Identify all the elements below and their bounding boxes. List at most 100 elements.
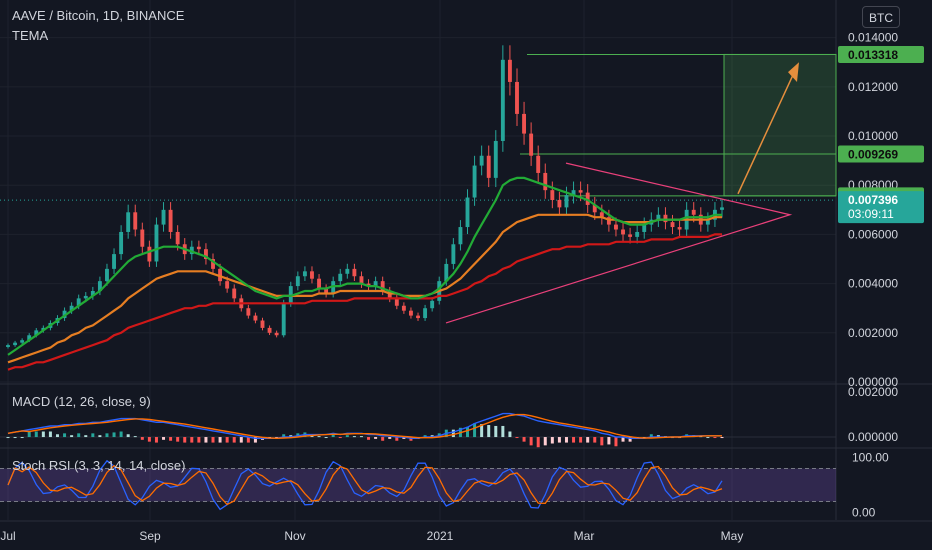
macd-histogram-bar bbox=[536, 437, 540, 448]
macd-histogram-bar bbox=[232, 437, 236, 443]
candle-body bbox=[6, 345, 10, 347]
price-label-3: 0.007396 bbox=[848, 193, 898, 207]
macd-histogram-bar bbox=[13, 437, 17, 439]
macd-histogram-bar bbox=[204, 437, 208, 443]
candle-body bbox=[13, 342, 18, 346]
annotations-front bbox=[445, 62, 799, 324]
price-tick-label: 0.010000 bbox=[848, 129, 898, 143]
candle-body bbox=[507, 59, 512, 82]
macd-histogram-bar bbox=[98, 435, 102, 438]
macd-histogram-bar bbox=[522, 437, 526, 442]
candle-body bbox=[493, 140, 498, 178]
macd-histogram-bar bbox=[126, 434, 130, 438]
price-label-bg bbox=[838, 45, 924, 63]
candle-body bbox=[232, 288, 237, 299]
currency-button[interactable]: BTC bbox=[862, 6, 900, 28]
time-axis[interactable]: Jul Sep Nov 2021 Mar May bbox=[0, 520, 932, 543]
macd-histogram-bar bbox=[600, 437, 604, 446]
candle-body bbox=[642, 224, 647, 232]
macd-tick-label: 0.002000 bbox=[848, 385, 898, 399]
candle-body bbox=[317, 278, 321, 289]
candle-body bbox=[465, 197, 470, 228]
macd-histogram-bar bbox=[593, 437, 597, 443]
candle-body bbox=[218, 268, 223, 282]
candle-body bbox=[670, 222, 675, 228]
candle-body bbox=[302, 271, 307, 277]
candle-body bbox=[267, 327, 272, 333]
candle-body bbox=[380, 281, 385, 291]
macd-histogram-bar bbox=[63, 433, 67, 438]
candle-body bbox=[133, 212, 138, 230]
countdown-label: 03:09:11 bbox=[848, 207, 894, 221]
macd-histogram-bar bbox=[338, 437, 342, 439]
candle-body bbox=[691, 209, 696, 215]
macd-histogram-bar bbox=[543, 437, 547, 446]
macd-histogram-bar bbox=[395, 437, 399, 441]
price-axis[interactable]: 0.0140000.0120000.0100000.0080000.006000… bbox=[838, 31, 924, 520]
candle-body bbox=[500, 59, 505, 141]
time-tick-label: Mar bbox=[574, 529, 595, 543]
macd-histogram-bar bbox=[706, 437, 710, 439]
macd-histogram-bar bbox=[494, 425, 498, 438]
candle-body bbox=[140, 229, 145, 247]
stoch-title: Stoch RSI (3, 3, 14, 14, close) bbox=[12, 458, 185, 473]
macd-histogram-bar bbox=[133, 436, 137, 438]
candle-body bbox=[571, 190, 576, 196]
candle-body bbox=[430, 300, 435, 309]
macd-histogram-bar bbox=[473, 423, 477, 438]
macd-histogram-bar bbox=[487, 425, 491, 438]
candle-body bbox=[175, 231, 180, 245]
macd-histogram-bar bbox=[614, 437, 618, 447]
candle-body bbox=[515, 81, 519, 114]
candle-body bbox=[27, 335, 32, 341]
candle-body bbox=[196, 246, 201, 250]
macd-histogram-bar bbox=[289, 435, 293, 438]
candle-body bbox=[409, 310, 413, 316]
signal-line bbox=[7, 413, 722, 440]
candle-body bbox=[705, 219, 710, 225]
macd-histogram-bar bbox=[324, 437, 328, 439]
macd-histogram-bar bbox=[579, 437, 583, 443]
macd-histogram-bar bbox=[367, 437, 371, 440]
macd-histogram-bar bbox=[20, 437, 24, 439]
candle-body bbox=[34, 330, 39, 336]
macd-histogram-bar bbox=[713, 437, 717, 439]
macd-histogram-bar bbox=[649, 434, 653, 438]
annotations-back bbox=[0, 53, 837, 201]
candle-body bbox=[628, 234, 633, 237]
macd-histogram-bar bbox=[84, 435, 88, 438]
macd-histogram-bar bbox=[225, 437, 229, 443]
candle-body bbox=[451, 244, 456, 264]
macd-panel: MACD (12, 26, close, 9) bbox=[0, 394, 836, 448]
macd-histogram-bar bbox=[345, 435, 349, 438]
macd-histogram-bar bbox=[27, 431, 31, 438]
macd-histogram-bar bbox=[402, 437, 406, 439]
macd-histogram-bar bbox=[423, 435, 427, 438]
candle-body bbox=[564, 195, 569, 208]
macd-histogram-bar bbox=[628, 437, 632, 442]
candle-body bbox=[310, 271, 314, 279]
candle-body bbox=[592, 204, 597, 213]
candle-body bbox=[288, 286, 293, 304]
time-tick-label: May bbox=[721, 529, 744, 543]
macd-histogram-bar bbox=[169, 437, 173, 441]
candle-body bbox=[83, 295, 88, 299]
candle-body bbox=[366, 283, 371, 287]
projection-arrow bbox=[737, 68, 797, 195]
candle-body bbox=[444, 263, 449, 282]
stoch-d-line bbox=[7, 464, 723, 506]
candle-body bbox=[253, 315, 258, 321]
macd-histogram-bar bbox=[515, 437, 519, 439]
candle-body bbox=[20, 340, 25, 343]
moving-averages bbox=[7, 176, 722, 371]
macd-histogram-bar bbox=[91, 433, 95, 438]
candle-body bbox=[486, 155, 491, 178]
ma-line-red bbox=[7, 233, 722, 371]
candle-body bbox=[126, 212, 131, 232]
indicator-legend: TEMA bbox=[12, 28, 49, 43]
candle-body bbox=[203, 249, 208, 260]
candle-body bbox=[324, 288, 329, 294]
candle-body bbox=[416, 315, 420, 319]
macd-histogram-bar bbox=[41, 431, 45, 438]
